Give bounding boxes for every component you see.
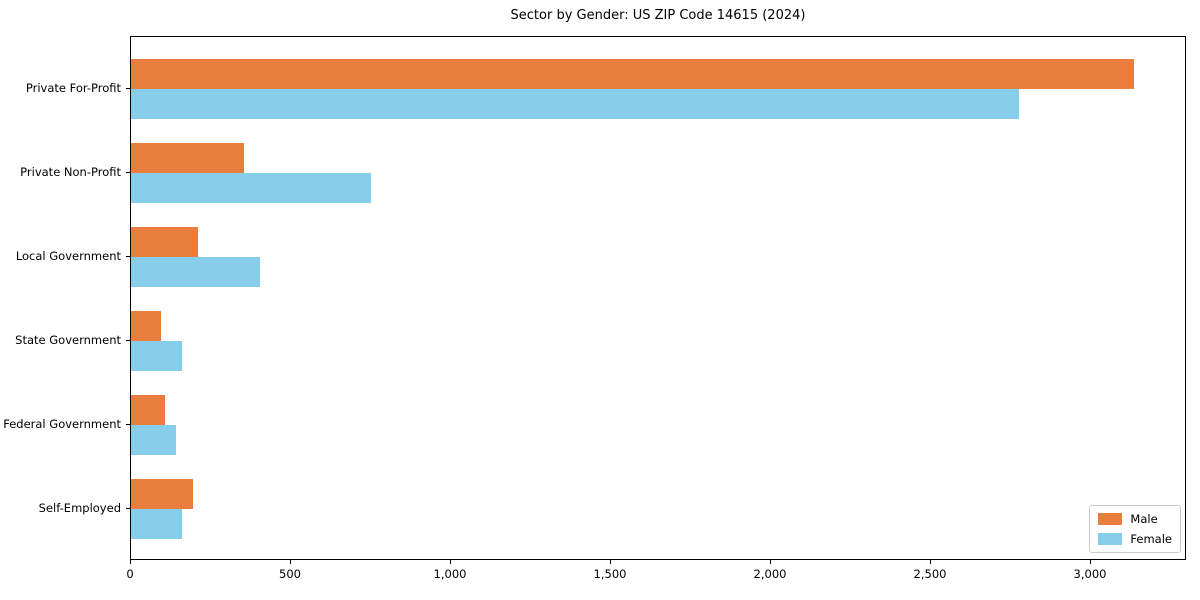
bar-male-federal-government: [131, 395, 165, 425]
x-tick-label: 500: [279, 567, 301, 581]
bar-female-private-for-profit: [131, 89, 1019, 119]
chart-title: Sector by Gender: US ZIP Code 14615 (202…: [510, 8, 806, 23]
x-tick-mark: [930, 560, 931, 564]
bar-male-private-non-profit: [131, 143, 245, 173]
y-tick-mark: [126, 88, 130, 89]
bar-female-state-government: [131, 341, 183, 371]
y-tick-label-federal-government: Federal Government: [3, 417, 121, 431]
x-tick-label: 0: [126, 567, 134, 581]
y-tick-mark: [126, 508, 130, 509]
x-tick-label: 2,500: [913, 567, 947, 581]
y-tick-mark: [126, 256, 130, 257]
bar-female-local-government: [131, 257, 261, 287]
x-tick-mark: [1090, 560, 1091, 564]
legend: Male Female: [1089, 505, 1181, 553]
bar-female-private-non-profit: [131, 173, 371, 203]
bar-male-local-government: [131, 227, 199, 257]
legend-label-female: Female: [1130, 532, 1172, 546]
y-tick-label-self-employed: Self-Employed: [38, 501, 121, 515]
bar-female-self-employed: [131, 509, 183, 539]
y-tick-mark: [126, 424, 130, 425]
y-tick-label-private-non-profit: Private Non-Profit: [20, 165, 121, 179]
bar-female-federal-government: [131, 425, 176, 455]
y-tick-mark: [126, 172, 130, 173]
legend-entry-male: Male: [1098, 512, 1172, 526]
legend-swatch-female: [1098, 533, 1123, 545]
x-tick-mark: [130, 560, 131, 564]
x-tick-label: 3,000: [1073, 567, 1107, 581]
x-tick-label: 2,000: [753, 567, 787, 581]
x-tick-mark: [450, 560, 451, 564]
x-tick-label: 1,000: [433, 567, 467, 581]
legend-label-male: Male: [1130, 512, 1158, 526]
y-tick-label-state-government: State Government: [15, 333, 121, 347]
bar-male-private-for-profit: [131, 59, 1134, 89]
legend-entry-female: Female: [1098, 532, 1172, 546]
plot-area: Male Female: [130, 36, 1186, 560]
x-tick-label: 1,500: [593, 567, 627, 581]
x-tick-mark: [290, 560, 291, 564]
bar-male-self-employed: [131, 479, 194, 509]
legend-swatch-male: [1098, 513, 1123, 525]
x-tick-mark: [610, 560, 611, 564]
bar-male-state-government: [131, 311, 162, 341]
x-tick-mark: [770, 560, 771, 564]
y-tick-mark: [126, 340, 130, 341]
y-tick-label-local-government: Local Government: [15, 249, 121, 263]
y-tick-label-private-for-profit: Private For-Profit: [25, 81, 121, 95]
